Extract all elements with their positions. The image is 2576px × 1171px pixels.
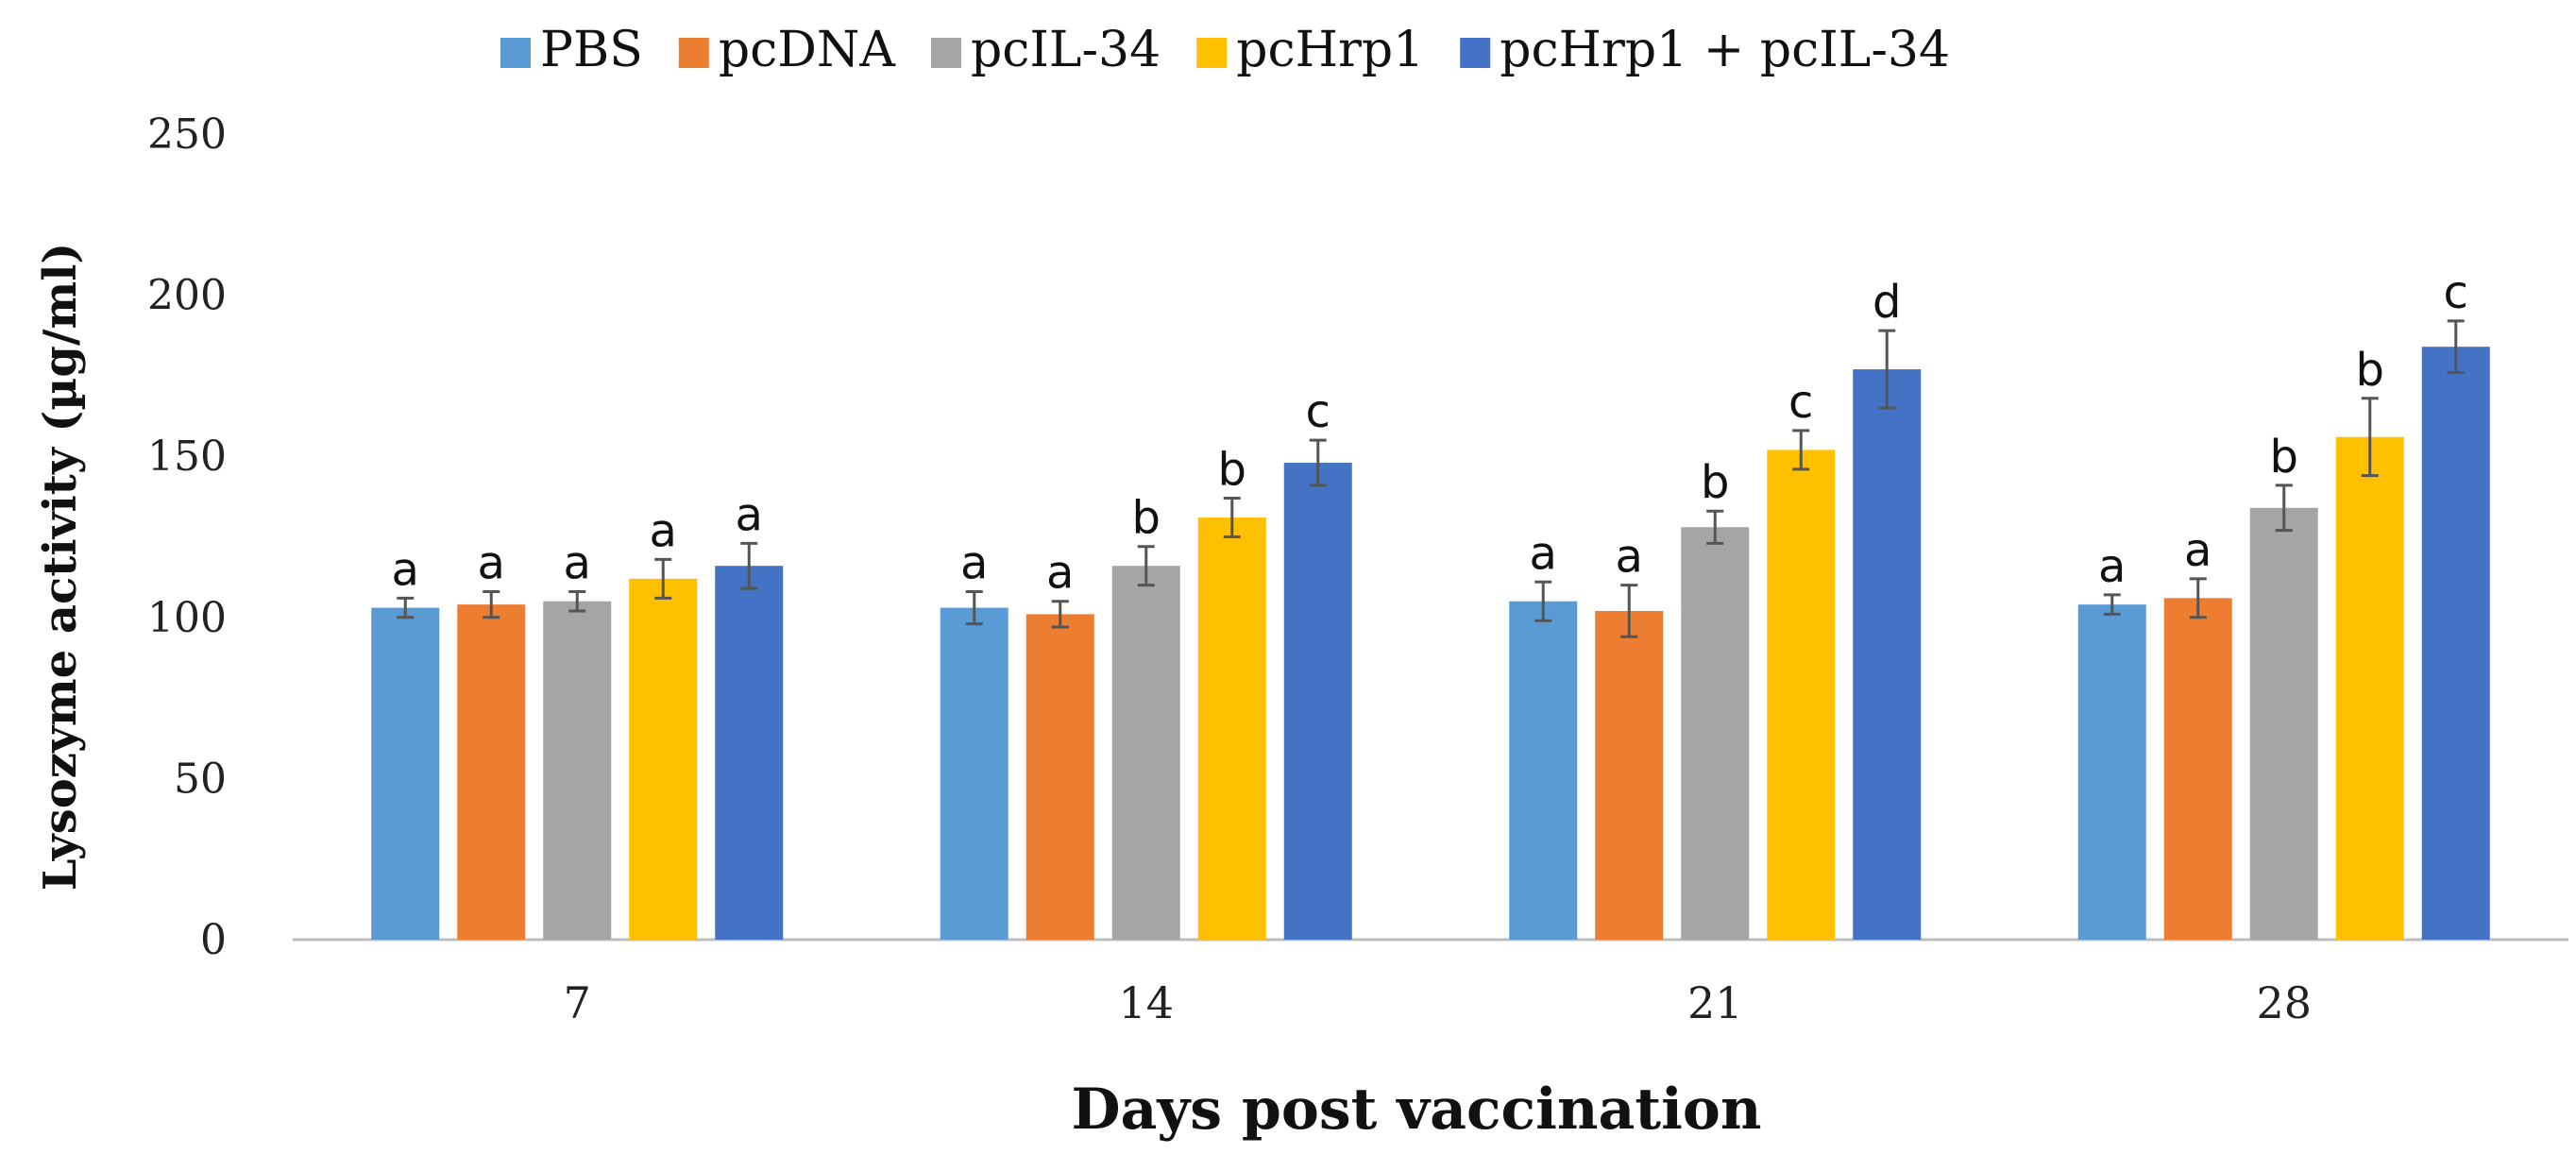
bar	[457, 604, 526, 940]
bar	[1767, 450, 1836, 941]
bar	[2421, 347, 2490, 940]
significance-letter: c	[1306, 385, 1330, 438]
bar	[1197, 518, 1266, 940]
significance-letter: b	[1132, 492, 1161, 545]
y-tick-label: 100	[147, 594, 227, 642]
legend-label: pcDNA	[719, 22, 897, 78]
significance-letter: a	[1046, 547, 1074, 600]
significance-letter: d	[1873, 276, 1901, 329]
x-axis-label: Days post vaccination	[1071, 1077, 1761, 1143]
significance-letter: a	[650, 504, 677, 557]
bar	[2335, 436, 2404, 940]
legend-swatch	[678, 38, 709, 68]
legend-label: PBS	[540, 22, 643, 78]
bar	[1681, 527, 1750, 940]
legend-swatch	[930, 38, 961, 68]
significance-letter: a	[392, 543, 419, 596]
bar	[2077, 604, 2146, 940]
y-tick-label: 50	[174, 755, 227, 803]
bar	[1853, 369, 1922, 940]
legend: PBS pcDNA pcIL-34 pcHrp1 pcHrp1 + pcIL-34	[500, 22, 1950, 78]
legend-label: pcIL-34	[971, 22, 1161, 78]
legend-swatch	[1460, 38, 1491, 68]
significance-letter: c	[2444, 266, 2468, 319]
y-tick-label: 150	[147, 433, 227, 481]
y-tick-label: 0	[200, 916, 227, 964]
significance-letter: c	[1788, 376, 1813, 429]
significance-letter: a	[564, 537, 591, 590]
bar	[1595, 610, 1664, 940]
significance-letter: b	[1218, 444, 1246, 497]
x-axis: 7 14 21 28	[293, 938, 2568, 1028]
significance-letters: a a a a a a a b b c a a b c d a a b b c	[392, 266, 2468, 600]
significance-letter: b	[1701, 456, 1729, 509]
bar	[1025, 614, 1094, 940]
error-bars	[397, 319, 2465, 638]
bar	[940, 607, 1008, 940]
legend-swatch	[1196, 38, 1228, 68]
bar	[715, 566, 784, 940]
significance-letter: a	[1616, 531, 1643, 584]
significance-letter: a	[960, 537, 988, 590]
bar	[543, 601, 612, 940]
bar	[2249, 507, 2318, 940]
significance-letter: a	[2098, 540, 2126, 593]
bar	[2163, 598, 2232, 940]
significance-letter: a	[2184, 524, 2212, 577]
x-tick-label: 14	[1118, 977, 1174, 1028]
legend-label: pcHrp1 + pcIL-34	[1500, 22, 1950, 78]
legend-swatch	[500, 38, 531, 68]
bars	[371, 347, 2490, 941]
y-axis: 0 50 100 150 200 250	[147, 110, 227, 964]
bar	[1509, 601, 1578, 940]
significance-letter: b	[2270, 431, 2298, 484]
y-tick-label: 250	[147, 110, 227, 159]
significance-letter: a	[736, 488, 763, 541]
significance-letter: a	[1530, 527, 1557, 580]
bar	[1283, 463, 1352, 940]
y-axis-label: Lysozyme activity (µg/ml)	[34, 243, 87, 891]
bar	[371, 607, 440, 940]
bar	[1111, 566, 1180, 940]
x-tick-label: 7	[564, 977, 591, 1028]
x-tick-label: 28	[2256, 977, 2312, 1028]
bar	[629, 578, 698, 940]
significance-letter: a	[478, 537, 505, 590]
legend-label: pcHrp1	[1236, 22, 1424, 78]
significance-letter: b	[2356, 344, 2384, 397]
y-tick-label: 200	[147, 272, 227, 320]
x-tick-label: 21	[1687, 977, 1743, 1028]
